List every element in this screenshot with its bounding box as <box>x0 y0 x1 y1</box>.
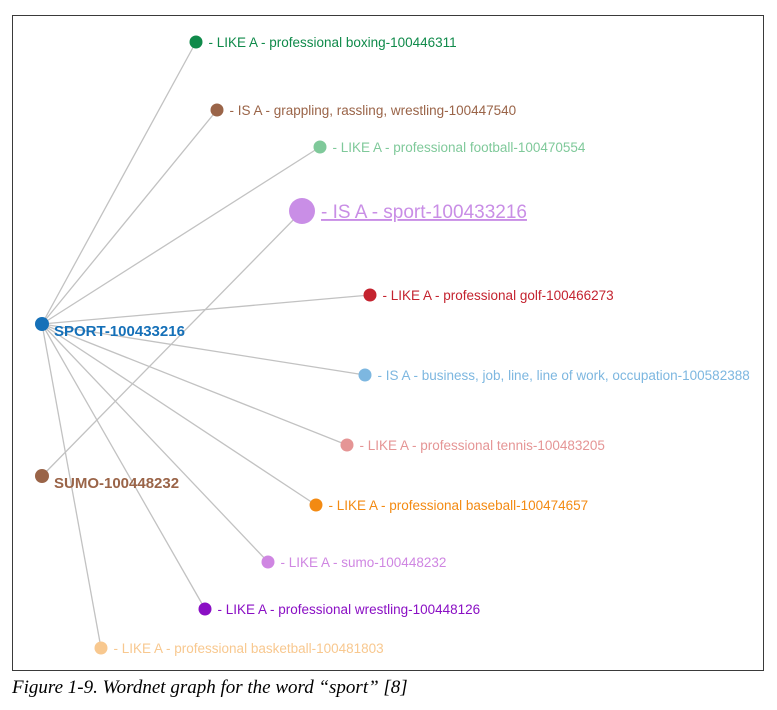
hub-label[interactable]: SPORT-100433216 <box>54 323 185 340</box>
figure-caption: Figure 1-9. Wordnet graph for the word “… <box>12 677 408 698</box>
graph-node[interactable]: - IS A - business, job, line, line of wo… <box>358 368 750 383</box>
node-dot[interactable] <box>210 103 224 117</box>
node-dot[interactable] <box>340 438 354 452</box>
graph-edge <box>41 323 206 610</box>
hub-node-sport[interactable]: SPORT-100433216 <box>35 317 185 340</box>
graph-edge <box>41 109 218 325</box>
node-label[interactable]: - IS A - business, job, line, line of wo… <box>378 368 750 383</box>
wordnet-graph: - LIKE A - professional boxing-100446311… <box>35 35 750 656</box>
graph-node[interactable]: - LIKE A - professional basketball-10048… <box>94 641 384 656</box>
node-dot[interactable] <box>313 140 327 154</box>
graph-node[interactable]: - LIKE A - sumo-100448232 <box>261 555 447 570</box>
graph-node[interactable]: - LIKE A - professional tennis-100483205 <box>340 438 605 453</box>
node-dot[interactable] <box>309 498 323 512</box>
graph-edge <box>41 323 348 446</box>
node-dot[interactable] <box>363 288 377 302</box>
graph-edge <box>41 41 197 325</box>
graph-node[interactable]: - LIKE A - professional baseball-1004746… <box>309 498 589 513</box>
hub-dot[interactable] <box>35 469 49 483</box>
node-dot[interactable] <box>94 641 108 655</box>
node-label[interactable]: - LIKE A - professional wrestling-100448… <box>218 602 481 617</box>
graph-edge <box>41 146 321 325</box>
graph-node[interactable]: - IS A - grappling, rassling, wrestling-… <box>210 103 517 118</box>
node-dot[interactable] <box>261 555 275 569</box>
graph-nodes: - LIKE A - professional boxing-100446311… <box>35 35 750 656</box>
hub-dot[interactable] <box>35 317 49 331</box>
hub-label[interactable]: SUMO-100448232 <box>54 475 179 492</box>
hub-node-sumo[interactable]: SUMO-100448232 <box>35 469 179 492</box>
node-label[interactable]: - LIKE A - professional golf-100466273 <box>383 288 614 303</box>
graph-edge <box>41 210 303 477</box>
node-label[interactable]: - LIKE A - sumo-100448232 <box>281 555 447 570</box>
node-dot[interactable] <box>189 35 203 49</box>
graph-node[interactable]: - LIKE A - professional golf-100466273 <box>363 288 614 303</box>
node-label[interactable]: - LIKE A - professional football-1004705… <box>333 140 586 155</box>
node-label[interactable]: - IS A - grappling, rassling, wrestling-… <box>230 103 517 118</box>
node-label[interactable]: - LIKE A - professional tennis-100483205 <box>360 438 605 453</box>
figure-frame: - LIKE A - professional boxing-100446311… <box>12 15 764 671</box>
node-dot[interactable] <box>289 198 315 224</box>
node-dot[interactable] <box>198 602 212 616</box>
graph-edge <box>41 323 269 563</box>
node-label[interactable]: - LIKE A - professional basketball-10048… <box>114 641 384 656</box>
graph-edge <box>41 323 102 649</box>
graph-edge <box>41 323 317 506</box>
graph-edges <box>41 41 371 649</box>
graph-edge <box>41 323 366 376</box>
node-label[interactable]: - IS A - sport-100433216 <box>321 202 527 223</box>
node-label[interactable]: - LIKE A - professional boxing-100446311 <box>209 35 457 50</box>
graph-node[interactable]: - IS A - sport-100433216 <box>289 198 527 224</box>
graph-node[interactable]: - LIKE A - professional boxing-100446311 <box>189 35 457 50</box>
node-dot[interactable] <box>358 368 372 382</box>
graph-edge <box>41 294 371 325</box>
node-label[interactable]: - LIKE A - professional baseball-1004746… <box>329 498 589 513</box>
graph-node[interactable]: - LIKE A - professional football-1004705… <box>313 140 586 155</box>
graph-node[interactable]: - LIKE A - professional wrestling-100448… <box>198 602 481 617</box>
